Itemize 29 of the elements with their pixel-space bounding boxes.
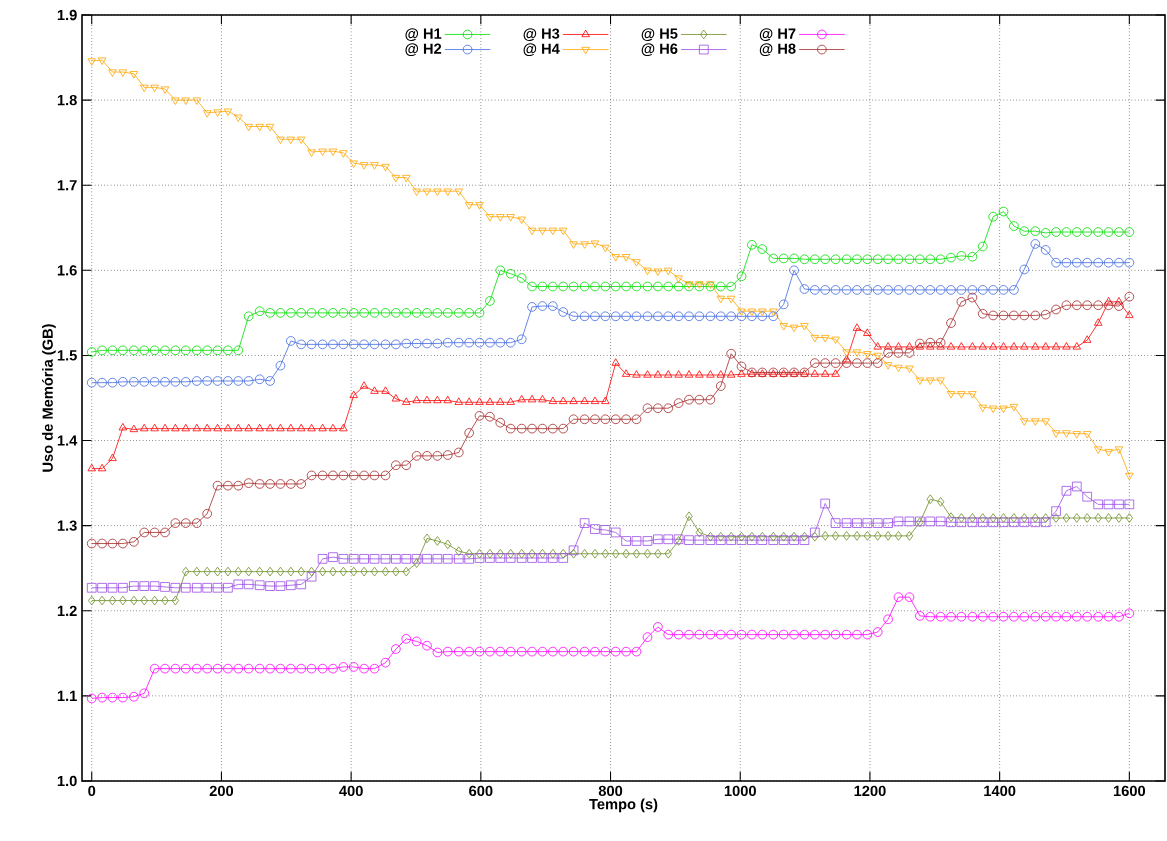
x-axis-title: Tempo (s) bbox=[589, 798, 658, 813]
y-tick-label: 1.6 bbox=[57, 265, 77, 276]
x-tick-label: 800 bbox=[598, 785, 623, 797]
y-tick-label: 1.9 bbox=[57, 9, 77, 21]
y-tick-label: 1.3 bbox=[57, 520, 77, 531]
x-tick-label: 1400 bbox=[984, 785, 1016, 797]
y-tick-label: 1.0 bbox=[57, 775, 77, 787]
y-tick-label: 1.5 bbox=[57, 350, 77, 361]
x-tick-label: 400 bbox=[339, 785, 363, 797]
x-tick-label: 200 bbox=[209, 785, 234, 797]
x-tick-label: 0 bbox=[88, 785, 96, 797]
y-tick-label: 1.7 bbox=[57, 180, 77, 191]
y-tick-label: 1.4 bbox=[57, 435, 78, 446]
legend-label: @ H1 bbox=[405, 28, 442, 41]
x-tick-label: 1200 bbox=[854, 785, 886, 797]
x-tick-label: 1600 bbox=[1113, 785, 1146, 797]
legend-label: @ H2 bbox=[405, 43, 442, 57]
legend-label: @ H7 bbox=[759, 28, 796, 41]
y-tick-label: 1.2 bbox=[57, 605, 77, 616]
y-tick-label: 1.8 bbox=[57, 94, 77, 106]
x-tick-label: 600 bbox=[469, 785, 493, 797]
legend-label: @ H3 bbox=[523, 28, 560, 41]
legend-label: @ H8 bbox=[759, 43, 796, 57]
legend-label: @ H4 bbox=[523, 43, 560, 57]
legend-label: @ H5 bbox=[641, 28, 678, 41]
y-axis-title: Uso de Memória (GB) bbox=[41, 324, 56, 472]
x-tick-label: 1000 bbox=[724, 785, 756, 797]
legend-label: @ H6 bbox=[641, 43, 678, 57]
y-tick-label: 1.1 bbox=[57, 690, 77, 701]
